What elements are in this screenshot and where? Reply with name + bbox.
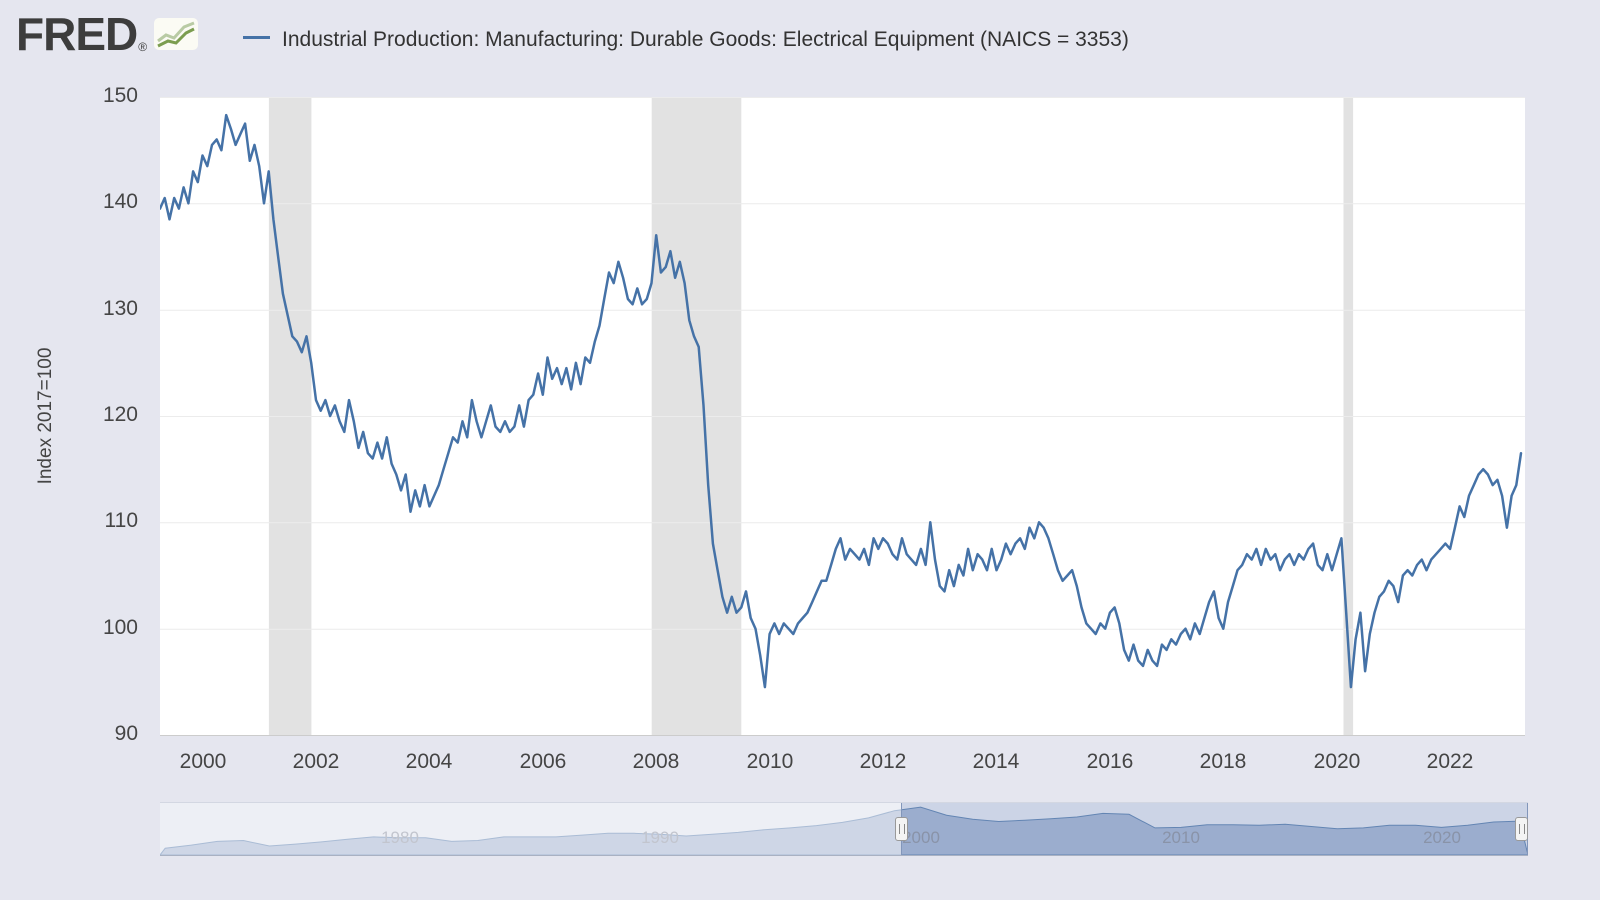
x-axis-tick-label: 2008 [632, 750, 680, 773]
plot-area[interactable] [160, 97, 1525, 736]
navigator-year-label: 2010 [1162, 828, 1200, 847]
y-axis-tick-label: 140 [102, 190, 138, 214]
fred-logo[interactable]: FRED ® [16, 8, 199, 60]
y-axis-tick-label: 90 [114, 722, 138, 745]
range-navigator[interactable]: 19801990200020102020 [160, 802, 1528, 856]
x-axis-tick-label: 2002 [292, 750, 340, 773]
navigator-left-handle[interactable] [895, 817, 908, 841]
x-axis-tick-label: 2010 [746, 750, 794, 773]
navigator-right-handle[interactable] [1515, 817, 1528, 841]
x-axis-tick-label: 2012 [859, 750, 907, 773]
x-axis-tick-label: 2022 [1426, 750, 1474, 773]
navigator-year-label: 2020 [1423, 828, 1461, 847]
x-axis-tick-label: 2018 [1199, 750, 1247, 773]
x-axis-tick-label: 2000 [179, 750, 227, 773]
chart-legend: Industrial Production: Manufacturing: Du… [243, 24, 1129, 56]
grip-icon [898, 824, 905, 834]
series-title: Industrial Production: Manufacturing: Du… [282, 28, 1129, 51]
x-axis-tick-label: 2016 [1086, 750, 1134, 773]
y-axis-tick-label: 150 [102, 84, 138, 107]
x-axis-tick-label: 2006 [519, 750, 567, 773]
x-axis-tick-label: 2004 [405, 750, 453, 773]
fred-logo-registered-mark: ® [138, 40, 148, 54]
navigator-year-label: 2000 [902, 828, 940, 847]
y-axis-tick-label: 100 [102, 615, 138, 639]
y-axis-tick-label: 130 [102, 296, 138, 320]
y-axis-tick-label: 120 [102, 403, 138, 426]
fred-logo-chart-icon [154, 18, 199, 55]
y-axis: 150 140 130 120 110 100 90 [8, 0, 138, 900]
series-line [160, 113, 1523, 689]
x-axis-tick-label: 2020 [1313, 750, 1361, 773]
grip-icon [1518, 824, 1525, 834]
y-axis-tick-label: 110 [104, 509, 138, 533]
navigator-unselected-mask [160, 803, 901, 855]
fred-logo-text: FRED [16, 8, 138, 60]
x-axis-tick-label: 2014 [972, 750, 1020, 773]
navigator-selection[interactable] [901, 803, 1528, 855]
series-color-swatch [243, 36, 270, 39]
